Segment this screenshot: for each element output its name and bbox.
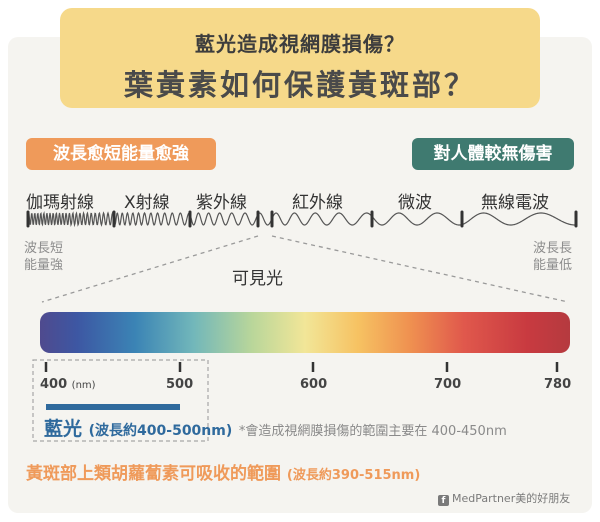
tick-600: 600 — [300, 377, 328, 392]
harmless-tag: 對人體較無傷害 — [412, 138, 574, 170]
facebook-icon: f — [438, 495, 449, 506]
blue-light-caption: 藍光 (波長約400-500nm) *會造成視網膜損傷的範圍主要在 400-45… — [44, 414, 507, 441]
blue-light-note: *會造成視網膜損傷的範圍主要在 400-450nm — [238, 424, 507, 439]
tick-400-value: 400 — [40, 377, 68, 392]
credit-text: MedPartner美的好朋友 — [452, 492, 571, 505]
side-label-right-1: 波長長 — [533, 241, 573, 256]
band-ultraviolet: 紫外線 — [196, 193, 247, 213]
macula-range-box — [32, 359, 209, 442]
blue-light-range: (波長約400-500nm) — [88, 423, 233, 439]
band-infrared: 紅外線 — [292, 193, 343, 213]
wave-band-ticks — [26, 210, 578, 228]
macula-text: 黃斑部上類胡蘿蔔素可吸收的範圍 — [26, 464, 281, 484]
side-label-right-2: 能量低 — [533, 258, 573, 273]
wave-line — [27, 210, 577, 228]
side-label-left-1: 波長短 — [24, 241, 64, 256]
band-radio-wave: 無線電波 — [481, 193, 549, 213]
tick-400: 400 (nm) — [40, 377, 96, 392]
macula-caption: 黃斑部上類胡蘿蔔素可吸收的範圍 (波長約390-515nm) — [26, 459, 420, 484]
visible-zoom-lines — [41, 235, 569, 303]
blue-light-name: 藍光 — [44, 418, 83, 440]
title-box: 藍光造成視網膜損傷？ 葉黃素如何保護黃斑部？ — [60, 8, 540, 108]
title-question-1: 藍光造成視網膜損傷？ — [195, 32, 405, 56]
short-wave-tag: 波長愈短能量愈強 — [26, 138, 216, 170]
credit: f MedPartner美的好朋友 — [438, 490, 570, 506]
spectrum-axis-ticks — [44, 362, 559, 372]
macula-range: (波長約390-515nm) — [286, 468, 421, 483]
tick-780: 780 — [544, 377, 572, 392]
title-question-2: 葉黃素如何保護黃斑部？ — [123, 68, 476, 102]
background-card — [8, 37, 592, 513]
band-microwave: 微波 — [398, 193, 432, 213]
visible-spectrum-bar — [40, 312, 570, 353]
long-wavelength-label: 波長長 能量低 — [533, 240, 572, 274]
blue-light-range-bar — [46, 404, 180, 410]
tick-500: 500 — [166, 377, 194, 392]
short-wavelength-label: 波長短 能量強 — [24, 240, 63, 274]
tick-700: 700 — [434, 377, 462, 392]
band-x-ray: X射線 — [124, 193, 170, 213]
side-label-left-2: 能量強 — [24, 258, 64, 273]
visible-light-label: 可見光 — [232, 269, 283, 289]
tick-unit: (nm) — [71, 380, 96, 391]
band-gamma-ray: 伽瑪射線 — [26, 193, 94, 213]
